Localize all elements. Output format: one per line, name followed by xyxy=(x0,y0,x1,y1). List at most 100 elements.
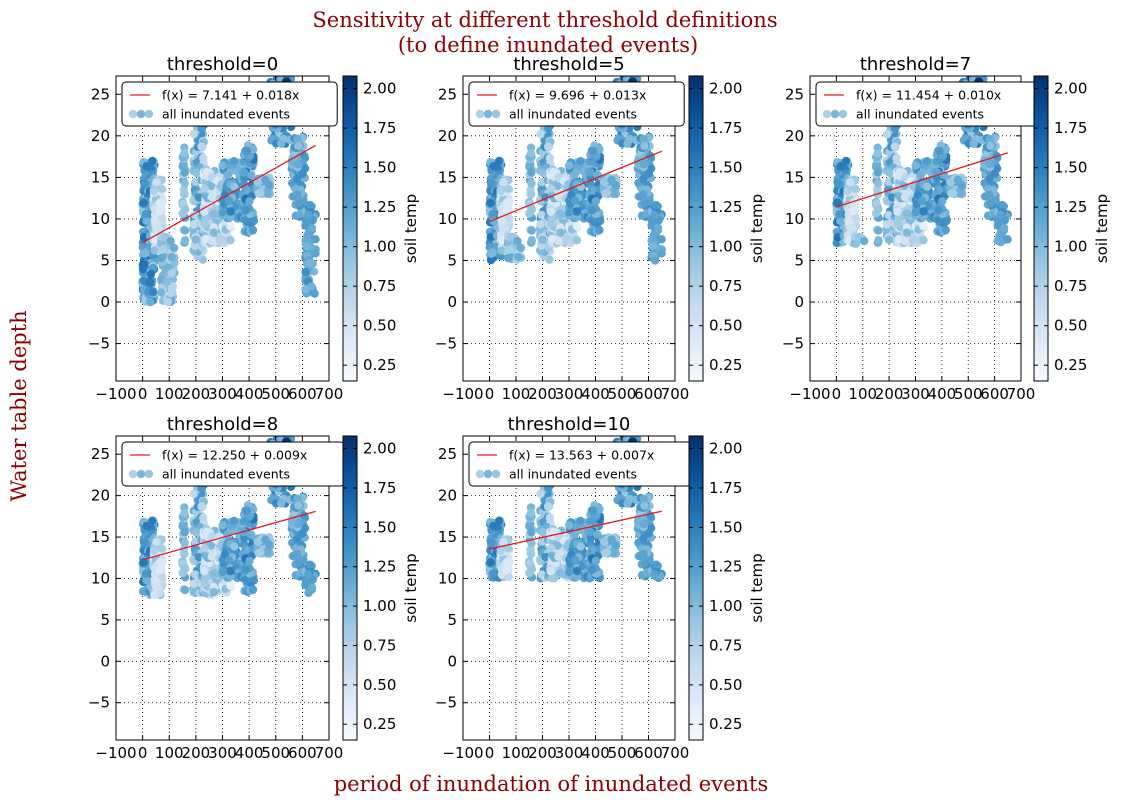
scatter-point xyxy=(179,549,189,558)
scatter-point xyxy=(547,218,556,228)
legend-marker-swatch xyxy=(475,109,485,119)
scatter-point xyxy=(602,188,611,197)
scatter-point xyxy=(180,564,190,574)
scatter-point xyxy=(985,134,994,144)
scatter-point xyxy=(209,568,219,578)
scatter-point xyxy=(546,184,556,193)
scatter-point xyxy=(248,225,258,235)
scatter-point xyxy=(985,160,995,169)
scatter-point xyxy=(969,139,978,148)
scatter-point xyxy=(300,151,309,161)
scatter-point xyxy=(294,199,303,208)
scatter-point xyxy=(311,235,320,244)
subplot-title: threshold=7 xyxy=(860,54,971,75)
x-tick-label: 400 xyxy=(235,744,264,762)
scatter-point xyxy=(200,543,209,553)
colorbar-tick-label: 1.00 xyxy=(709,238,742,256)
scatter-point xyxy=(155,206,165,216)
scatter-point xyxy=(152,537,161,547)
scatter-point xyxy=(841,156,851,166)
scatter-point xyxy=(226,221,235,231)
scatter-point xyxy=(302,242,312,251)
scatter-point xyxy=(180,508,189,518)
scatter-point xyxy=(146,277,155,287)
scatter-point xyxy=(141,209,151,219)
scatter-series xyxy=(832,76,1012,248)
scatter-point xyxy=(576,156,585,166)
x-tick-label: 700 xyxy=(315,744,344,762)
subplot-grid: −100 0 100200300400500600700−50510152025th… xyxy=(88,54,1111,762)
scatter-point xyxy=(307,223,317,233)
scatter-point xyxy=(301,267,310,277)
x-tick-label: 300 xyxy=(208,385,237,403)
scatter-point xyxy=(247,530,256,539)
scatter-point xyxy=(556,228,565,237)
scatter-point xyxy=(189,579,198,589)
scatter-point xyxy=(293,160,303,169)
scatter-point xyxy=(986,141,995,151)
scatter-point xyxy=(223,170,233,179)
scatter-point xyxy=(226,207,235,216)
scatter-point xyxy=(922,156,932,166)
scatter-point xyxy=(189,489,199,499)
scatter-point xyxy=(895,168,904,177)
fit-line xyxy=(836,152,1009,208)
scatter-point xyxy=(166,288,176,298)
colorbar-tick-label: 2.00 xyxy=(709,80,742,98)
scatter-point xyxy=(850,184,860,193)
scatter-point xyxy=(589,146,598,155)
y-tick-label: 0 xyxy=(100,293,110,311)
scatter-point xyxy=(623,139,632,148)
scatter-point xyxy=(887,193,897,202)
scatter-point xyxy=(197,142,206,151)
scatter-point xyxy=(293,134,302,144)
colorbar-tick-label: 1.75 xyxy=(709,119,742,137)
colorbar-tick-label: 1.75 xyxy=(1054,119,1087,137)
scatter-point xyxy=(503,253,513,263)
scatter-point xyxy=(556,209,565,218)
scatter-point xyxy=(305,259,314,268)
scatter-point xyxy=(189,129,199,139)
scatter-point xyxy=(548,168,558,177)
scatter-point xyxy=(305,200,315,210)
scatter-point xyxy=(526,149,536,158)
scatter-point xyxy=(489,161,498,171)
scatter-point xyxy=(608,188,618,197)
x-tick-label: 700 xyxy=(315,385,344,403)
x-tick-label: 600 xyxy=(288,744,317,762)
scatter-point xyxy=(245,197,254,206)
scatter-point xyxy=(149,187,159,196)
scatter-point xyxy=(242,506,252,515)
scatter-point xyxy=(985,174,994,184)
scatter-point xyxy=(498,223,508,233)
scatter-point xyxy=(294,501,303,510)
suptitle-line-1: Sensitivity at different threshold defin… xyxy=(312,8,777,32)
x-tick-label: 200 xyxy=(875,385,904,403)
x-tick-label: −100 xyxy=(95,744,136,762)
scatter-point xyxy=(256,548,265,557)
scatter-point xyxy=(226,235,235,245)
scatter-point xyxy=(911,161,920,170)
colorbar-tick-label: 0.50 xyxy=(363,317,396,335)
scatter-point xyxy=(197,502,206,511)
scatter-point xyxy=(229,156,239,166)
colorbar-tick-label: 0.50 xyxy=(709,317,742,335)
scatter-point xyxy=(169,243,179,253)
x-tick-label: 500 xyxy=(954,385,983,403)
scatter-point xyxy=(527,236,537,245)
legend-label-scatter: all inundated events xyxy=(162,107,290,122)
scatter-point xyxy=(586,168,595,177)
scatter-point xyxy=(907,236,916,245)
x-tick-label: 200 xyxy=(182,385,211,403)
suptitle-line-2: (to define inundated events) xyxy=(398,33,698,57)
y-tick-label: 15 xyxy=(91,168,110,186)
scatter-point xyxy=(241,565,250,575)
scatter-point xyxy=(194,552,204,562)
scatter-point xyxy=(167,252,176,262)
scatter-point xyxy=(152,583,161,592)
scatter-point xyxy=(157,213,167,222)
scatter-point xyxy=(239,168,249,177)
scatter-point xyxy=(157,184,166,193)
